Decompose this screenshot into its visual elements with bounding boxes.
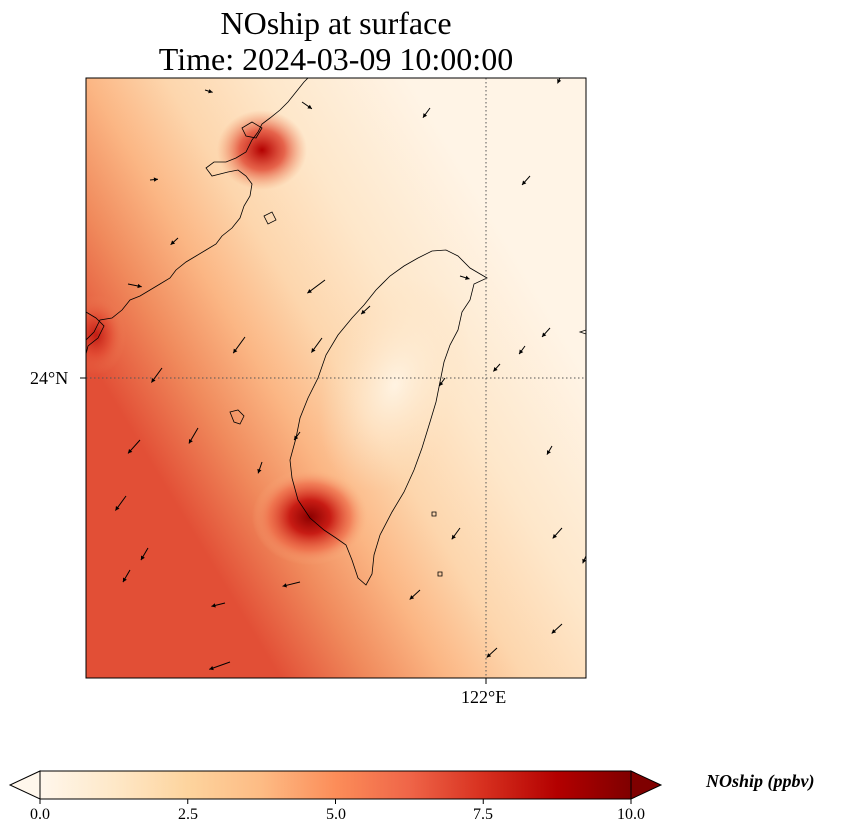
colorbar-tick-label: 2.5 (178, 806, 198, 823)
wind-arrow-head (546, 450, 551, 455)
colorbar-tick-label: 5.0 (326, 806, 346, 823)
wind-arrow-head (137, 283, 142, 289)
wind-arrow-head (153, 177, 158, 182)
wind-arrow-head (542, 332, 547, 337)
wind-arrow-head (409, 595, 415, 600)
wind-arrow-head (493, 367, 498, 372)
wind-arrow-head (208, 89, 213, 94)
colorbar-extend-low (8, 770, 41, 800)
wind-arrow-head (307, 289, 312, 294)
wind-arrow-head (122, 577, 127, 583)
wind-arrow-head (294, 435, 299, 441)
lat-tick-label: 24°N (30, 368, 69, 388)
wind-arrow-head (211, 603, 216, 608)
wind-arrow-head (188, 438, 193, 444)
wind-arrow-head (128, 448, 133, 454)
wind-arrow-head (233, 348, 238, 354)
colorbar-extend-high (630, 770, 663, 800)
gridlines (86, 78, 586, 678)
taiwan-island (289, 249, 488, 586)
wind-arrow-head (311, 348, 316, 353)
wind-arrow-head (115, 506, 120, 511)
wind-arrow-head (519, 349, 524, 355)
wind-arrow-head (307, 104, 312, 109)
coastline (86, 78, 586, 586)
wind-arrow-head (465, 275, 470, 280)
china-coast (86, 78, 309, 341)
lon-tick-label: 122°E (461, 687, 507, 707)
wind-arrow-head (151, 378, 156, 383)
colorbar-tick-label: 10.0 (617, 806, 645, 823)
wind-arrow-head (257, 468, 262, 474)
colorbar-label: NOship (ppbv) (706, 771, 815, 791)
wind-arrow-head (551, 629, 557, 634)
colorbar-tick-label: 7.5 (473, 806, 493, 823)
colorbar-tick-label: 0.0 (30, 806, 50, 823)
wind-arrow-head (522, 180, 527, 185)
colorbar-gradient (40, 771, 631, 799)
wind-arrow-head (486, 653, 492, 658)
wind-arrow-head (451, 534, 456, 540)
hotspot-southwest (252, 469, 368, 565)
wind-arrow-head (170, 240, 176, 245)
wind-vectors (115, 78, 586, 671)
wind-arrow-head (439, 381, 444, 387)
wind-arrow-head (140, 555, 145, 561)
wind-arrow-head (209, 665, 214, 671)
wind-arrow-head (422, 113, 428, 118)
wind-arrow-head (361, 309, 366, 315)
wind-arrow-head (552, 533, 557, 539)
wind-arrow-head (282, 583, 287, 588)
map-title-time: Time: 2024-03-09 10:00:00 (158, 41, 514, 77)
wind-arrow-head (557, 78, 562, 84)
hotspot-north (217, 110, 307, 190)
map-title-variable: NOship at surface (220, 5, 452, 41)
colorbar (8, 770, 663, 804)
wind-arrow-head (582, 558, 586, 564)
